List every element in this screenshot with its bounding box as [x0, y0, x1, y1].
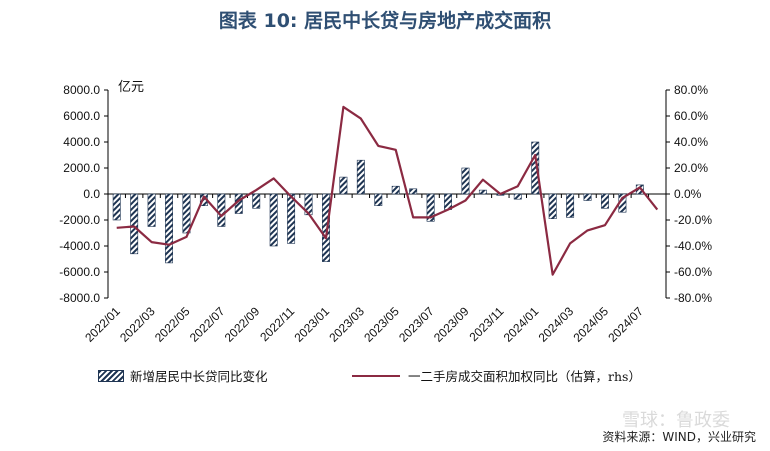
y-left-tick-label: -2000.0: [59, 213, 100, 227]
bar-mark: [513, 193, 522, 200]
legend-label-line: 一二手房成交面积加权同比（估算，rhs）: [408, 369, 641, 384]
legend-item-line: 一二手房成交面积加权同比（估算，rhs）: [352, 366, 641, 385]
bar-mark: [531, 141, 540, 195]
x-tick-label: 2022/11: [257, 304, 297, 344]
bar-mark: [182, 193, 191, 234]
y-left-tick-label: 6000.0: [63, 109, 100, 123]
y-left-tick-label: -6000.0: [59, 265, 100, 279]
bar-mark: [269, 193, 278, 247]
bar-mark: [287, 193, 296, 244]
y-right-tick-label: 20.0%: [674, 161, 708, 175]
bar-mark: [548, 193, 557, 220]
x-tick-label: 2023/07: [396, 304, 437, 345]
source-note: 资料来源：WIND，兴业研究: [602, 430, 756, 444]
chart-title: 图表 10: 居民中长贷与房地产成交面积: [218, 10, 552, 32]
bar-mark: [374, 193, 383, 206]
bar-mark: [478, 189, 487, 195]
y-right-tick-label: 60.0%: [674, 109, 708, 123]
x-tick-label: 2023/05: [361, 304, 402, 345]
y-right-tick-label: 40.0%: [674, 135, 708, 149]
y-left-tick-label: 0.0: [83, 187, 100, 201]
bar-mark: [130, 193, 139, 255]
x-tick-label: 2023/11: [467, 304, 507, 344]
x-tick-label: 2023/09: [431, 304, 472, 345]
y-axis-unit-label: 亿元: [118, 80, 145, 95]
y-left-tick-label: 4000.0: [63, 135, 100, 149]
y-right-tick-label: 80.0%: [674, 83, 708, 97]
bar-mark: [391, 185, 400, 195]
y-left-tick-label: 8000.0: [63, 83, 100, 97]
x-tick-label: 2022/01: [82, 304, 123, 345]
bar-mark: [409, 188, 418, 195]
bar-mark: [322, 193, 330, 262]
x-tick-label: 2022/03: [117, 304, 158, 345]
bar-mark: [217, 193, 226, 227]
x-tick-label: 2022/09: [222, 304, 263, 345]
bar-mark: [601, 193, 609, 209]
legend-label-bars: 新增居民中长贷同比变化: [130, 369, 268, 384]
y-right-tick-label: -40.0%: [674, 239, 712, 253]
bar-mark: [147, 193, 156, 227]
bar-mark: [426, 193, 435, 222]
x-tick-label: 2024/03: [536, 304, 577, 345]
legend-swatch-bars: [98, 369, 124, 382]
bar-mark: [356, 159, 365, 195]
x-tick-label: 2023/03: [326, 304, 367, 345]
bar-mark: [252, 193, 261, 209]
bar-mark: [566, 193, 575, 218]
y-left-tick-label: 2000.0: [63, 161, 100, 175]
x-tick-label: 2024/05: [571, 304, 612, 345]
legend-item-bars: 新增居民中长贷同比变化: [98, 366, 268, 385]
x-tick-label: 2024/01: [501, 304, 542, 345]
line-series-path: [116, 105, 659, 276]
y-left-tick-label: -8000.0: [59, 291, 100, 305]
y-right-tick-label: -20.0%: [674, 213, 712, 227]
y-left-tick-label: -4000.0: [59, 239, 100, 253]
bar-mark: [583, 193, 592, 201]
legend-swatch-line: [352, 374, 400, 377]
x-tick-label: 2022/05: [152, 304, 193, 345]
bar-mark: [339, 176, 348, 195]
x-tick-label: 2023/01: [292, 304, 333, 345]
x-tick-label: 2024/07: [605, 304, 646, 345]
watermark-text: 雪球：鲁政委: [622, 410, 730, 431]
y-right-tick-label: 0.0%: [674, 187, 702, 201]
bar-mark: [461, 167, 470, 195]
x-tick-label: 2022/07: [187, 304, 228, 345]
y-right-tick-label: -80.0%: [674, 291, 712, 305]
bar-mark: [112, 193, 121, 221]
y-right-tick-label: -60.0%: [674, 265, 712, 279]
bar-mark: [165, 193, 173, 264]
